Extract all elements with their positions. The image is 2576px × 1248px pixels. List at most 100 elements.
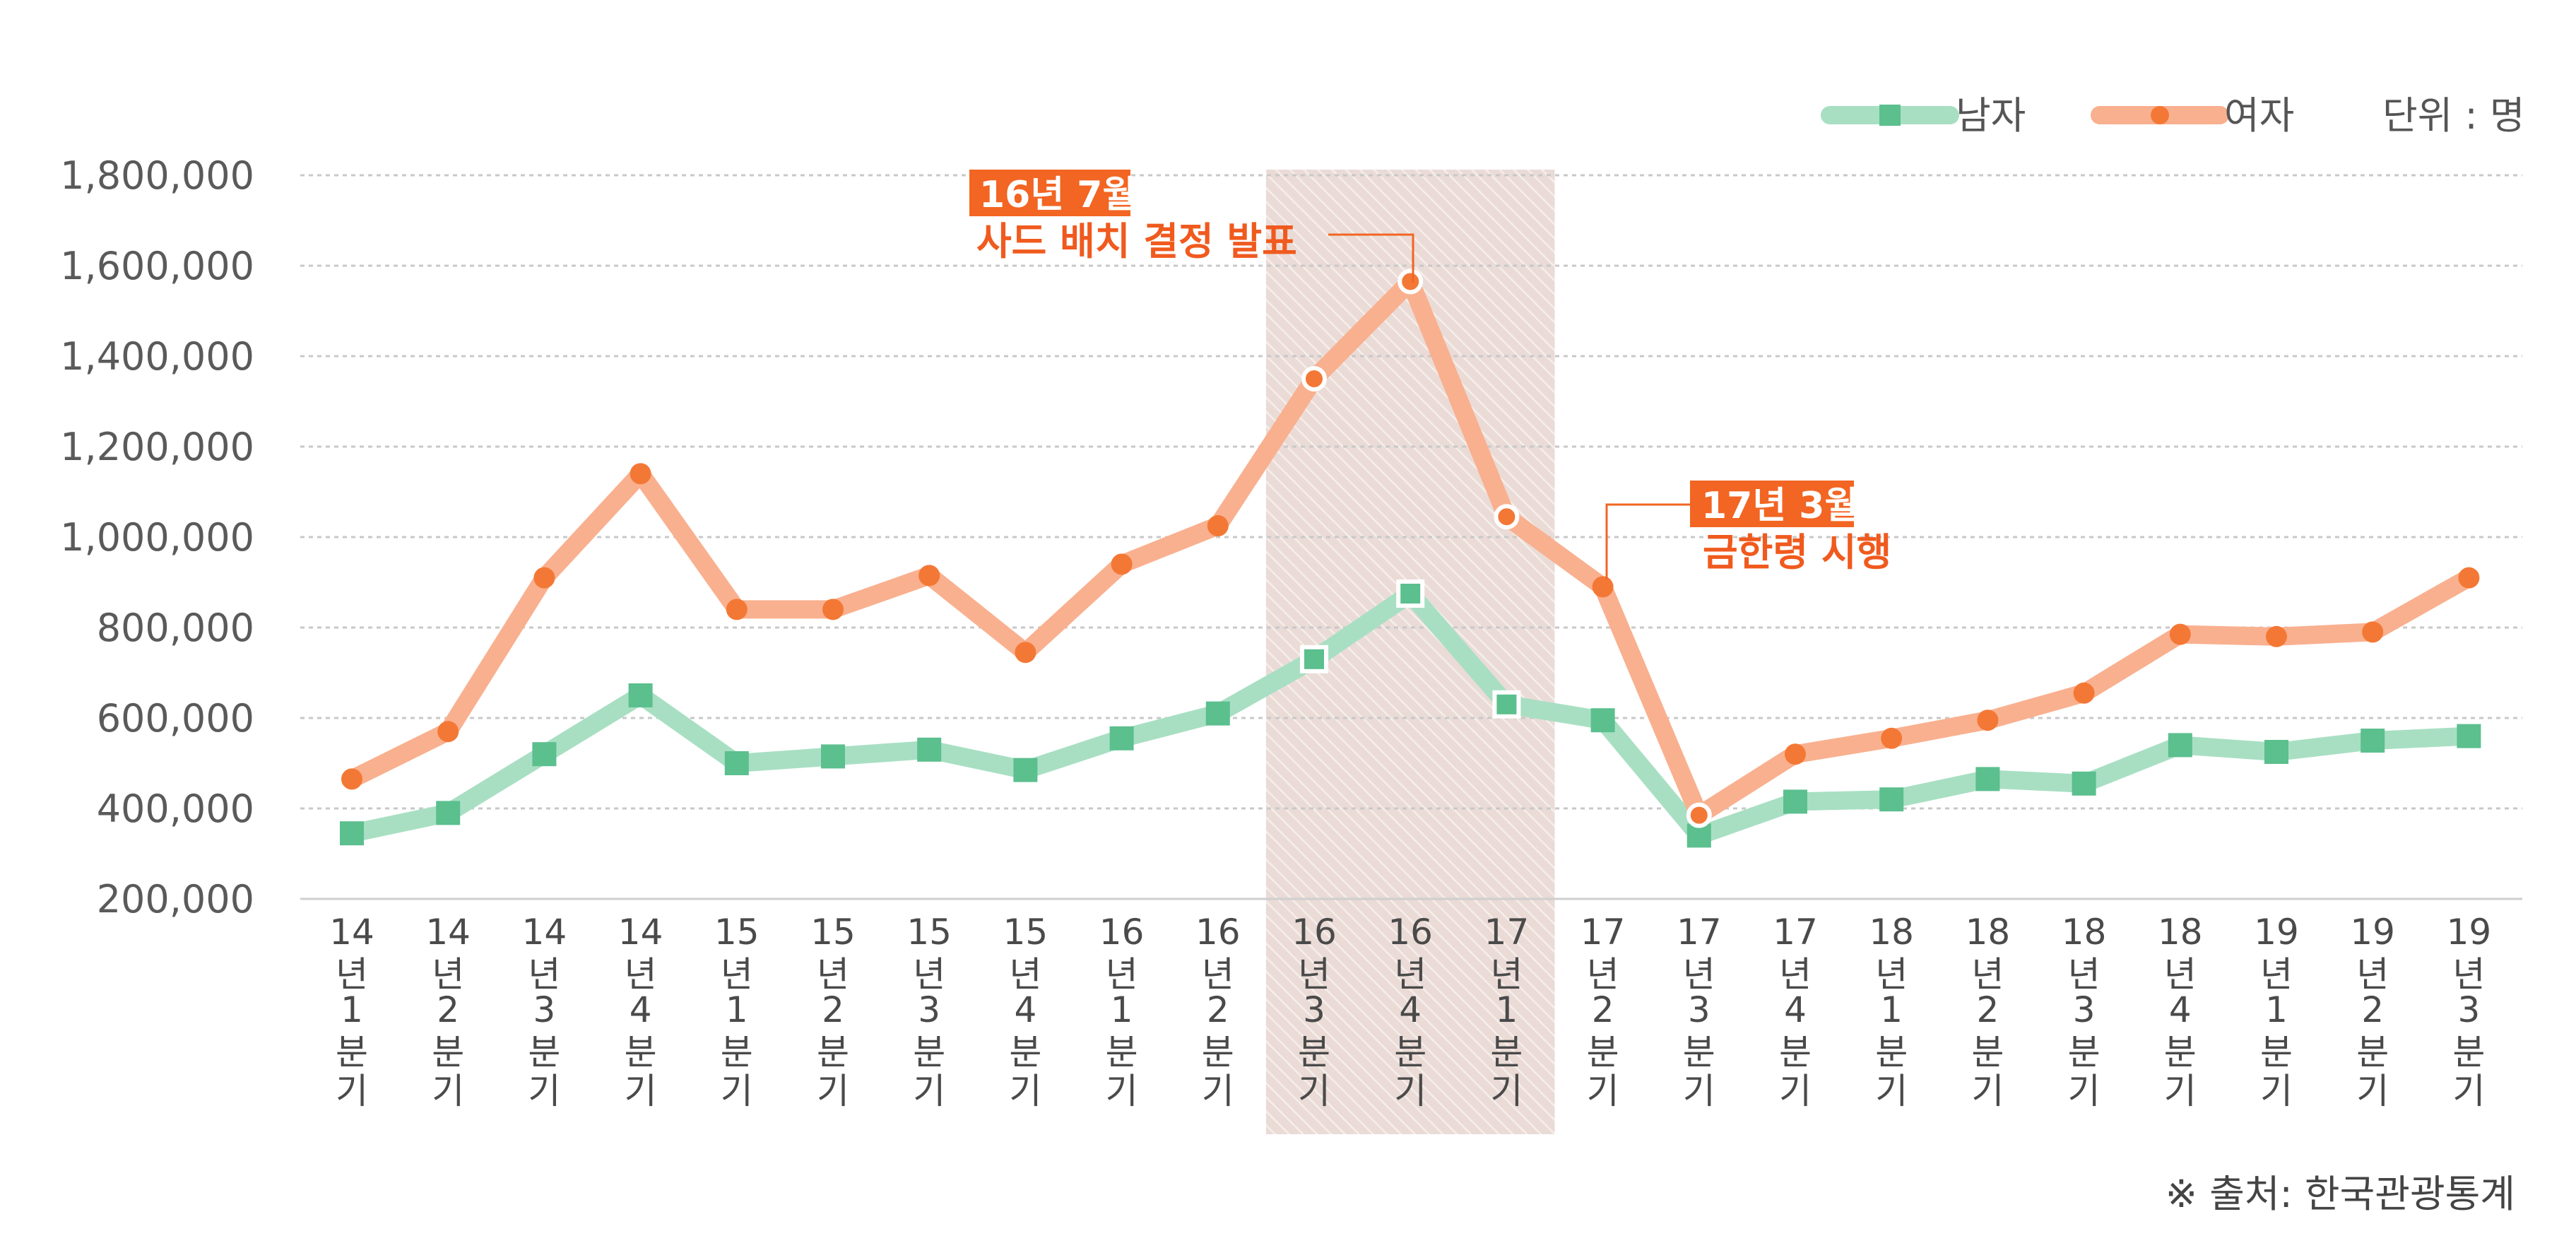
x-tick-label-part: 년 <box>913 954 945 995</box>
x-tick-label-part: 1 <box>1111 989 1133 1030</box>
x-tick-label-part: 3 <box>533 989 555 1030</box>
male-point <box>2264 740 2288 764</box>
x-tick-label-part: 분 <box>1106 1032 1138 1073</box>
x-tick-label-part: 년 <box>1971 954 2004 995</box>
x-tick-label-part: 4 <box>1784 989 1807 1030</box>
male-point <box>821 744 845 769</box>
x-tick-label-part: 15 <box>906 912 952 953</box>
x-tick-label-part: 분 <box>1971 1032 2004 1073</box>
x-tick-label-part: 기 <box>336 1071 368 1112</box>
x-tick-label-part: 기 <box>2452 1071 2485 1112</box>
y-tick-label: 600,000 <box>97 696 254 741</box>
x-tick-label-part: 16 <box>1292 912 1337 953</box>
male-point <box>1396 579 1425 608</box>
x-tick-label-part: 2 <box>1207 989 1229 1030</box>
female-point <box>533 567 555 589</box>
female-point <box>1785 743 1806 765</box>
annotation-ban-text: 금한령 시행 <box>1703 530 1891 575</box>
y-tick-label: 1,200,000 <box>60 425 254 469</box>
x-tick-label-part: 19 <box>2350 912 2395 953</box>
x-tick-label-part: 분 <box>1587 1032 1619 1073</box>
x-tick-label-part: 14 <box>522 912 567 953</box>
x-tick-label-part: 17 <box>1773 912 1818 953</box>
annotation-thaad-text: 사드 배치 결정 발표 <box>976 219 1297 264</box>
x-tick-label-part: 4 <box>2169 989 2192 1030</box>
male-point <box>340 821 364 846</box>
annotation-ban-date: 17년 3월 <box>1701 485 1858 527</box>
x-tick-label-part: 16 <box>1388 912 1433 953</box>
x-tick-label-part: 18 <box>1966 912 2011 953</box>
male-point <box>532 742 557 767</box>
x-tick-label-part: 3 <box>1688 989 1711 1030</box>
x-tick-label-part: 기 <box>625 1071 657 1112</box>
legend-male-label: 남자 <box>1956 93 2026 138</box>
x-tick-label-part: 기 <box>1298 1071 1330 1112</box>
x-tick-label-part: 년 <box>336 954 368 995</box>
x-tick-label-part: 분 <box>1779 1032 1812 1073</box>
x-tick-label-part: 년 <box>2068 954 2101 995</box>
x-tick-label-part: 년 <box>1394 954 1426 995</box>
x-tick-label-part: 년 <box>2260 954 2293 995</box>
legend: 남자 여자 단위 : 명 <box>1821 93 2525 138</box>
annotation-ban: 17년 3월 금한령 시행 <box>1605 481 1891 579</box>
x-tick-label-part: 14 <box>329 912 374 953</box>
x-tick-label-part: 분 <box>1683 1032 1715 1073</box>
x-tick-label-part: 년 <box>1683 954 1715 995</box>
x-tick-label-part: 기 <box>1779 1071 1812 1112</box>
x-tick-label-part: 2 <box>822 989 844 1030</box>
annotation-thaad: 16년 7월 사드 배치 결정 발표 <box>969 170 1414 283</box>
female-point <box>2458 567 2480 589</box>
x-tick-label-part: 분 <box>1490 1032 1523 1073</box>
x-tick-label-part: 기 <box>2164 1071 2197 1112</box>
x-tick-label-part: 1 <box>2265 989 2288 1030</box>
x-tick-label-part: 1 <box>1880 989 1903 1030</box>
source-note: ※ 출처: 한국관광통계 <box>2166 1172 2515 1216</box>
x-tick-label-part: 년 <box>1106 954 1138 995</box>
series-markers <box>340 269 2481 848</box>
x-tick-label-part: 분 <box>913 1032 945 1073</box>
x-tick-label-part: 년 <box>1202 954 1234 995</box>
y-tick-label: 1,000,000 <box>60 515 254 560</box>
male-point <box>2168 733 2192 758</box>
x-tick-label-part: 분 <box>1875 1032 1908 1073</box>
male-point <box>724 751 749 775</box>
female-point <box>2169 623 2191 645</box>
female-point <box>437 721 459 743</box>
x-tick-label-part: 2 <box>1592 989 1614 1030</box>
x-tick-label-part: 년 <box>2164 954 2197 995</box>
x-tick-label-part: 기 <box>817 1071 849 1112</box>
male-point <box>1492 690 1521 719</box>
x-tick-label-part: 기 <box>1394 1071 1426 1112</box>
x-tick-label-part: 1 <box>726 989 748 1030</box>
x-tick-label-part: 분 <box>528 1032 560 1073</box>
x-tick-label-part: 년 <box>1490 954 1523 995</box>
x-tick-label-part: 3 <box>2457 989 2480 1030</box>
x-tick-label-part: 기 <box>1875 1071 1908 1112</box>
female-point <box>2266 625 2287 647</box>
legend-female-label: 여자 <box>2224 93 2294 138</box>
male-point <box>1975 767 2000 791</box>
x-tick-label-part: 3 <box>2073 989 2096 1030</box>
annotation-ban-leader <box>1605 503 1690 579</box>
male-point <box>917 737 942 762</box>
x-tick-label-part: 19 <box>2447 912 2492 953</box>
x-tick-label-part: 분 <box>1298 1032 1330 1073</box>
x-tick-label-part: 분 <box>336 1032 368 1073</box>
x-tick-label-part: 18 <box>2062 912 2107 953</box>
x-tick-label-part: 분 <box>721 1032 753 1073</box>
x-tick-label-part: 14 <box>425 912 471 953</box>
x-tick-label-part: 15 <box>1003 912 1048 953</box>
x-tick-label-part: 분 <box>817 1032 849 1073</box>
x-tick-label-part: 기 <box>721 1071 753 1112</box>
x-tick-label-part: 18 <box>1869 912 1914 953</box>
